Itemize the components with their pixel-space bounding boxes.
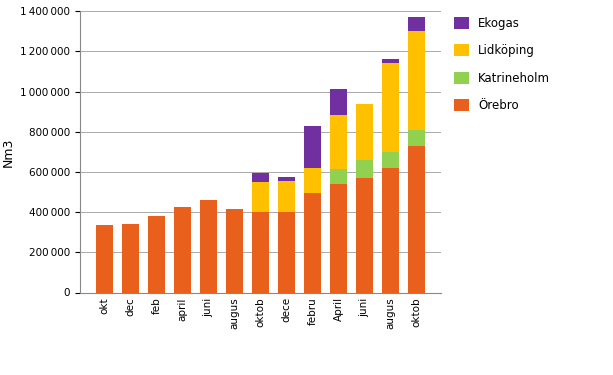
Bar — [304, 126, 321, 168]
Bar — [174, 207, 191, 292]
Y-axis label: Nm3: Nm3 — [1, 137, 15, 166]
Bar — [382, 168, 399, 292]
Legend: Ekogas, Lidköping, Katrineholm, Örebro: Ekogas, Lidköping, Katrineholm, Örebro — [454, 17, 550, 112]
Bar — [356, 178, 373, 292]
Bar — [330, 169, 347, 184]
Bar — [356, 104, 373, 160]
Bar — [252, 173, 269, 182]
Bar — [408, 146, 425, 292]
Bar — [252, 182, 269, 212]
Bar — [408, 17, 425, 32]
Bar — [382, 152, 399, 168]
Bar — [278, 181, 295, 212]
Bar — [382, 60, 399, 63]
Bar — [356, 160, 373, 178]
Bar — [304, 193, 321, 292]
Bar — [252, 212, 269, 292]
Bar — [408, 130, 425, 146]
Bar — [330, 88, 347, 115]
Bar — [148, 216, 165, 292]
Bar — [200, 200, 217, 292]
Bar — [278, 212, 295, 292]
Bar — [96, 225, 113, 292]
Bar — [226, 209, 243, 292]
Bar — [408, 32, 425, 130]
Bar — [278, 177, 295, 181]
Bar — [122, 224, 139, 292]
Bar — [304, 168, 321, 193]
Bar — [330, 115, 347, 169]
Bar — [382, 63, 399, 152]
Bar — [330, 184, 347, 292]
